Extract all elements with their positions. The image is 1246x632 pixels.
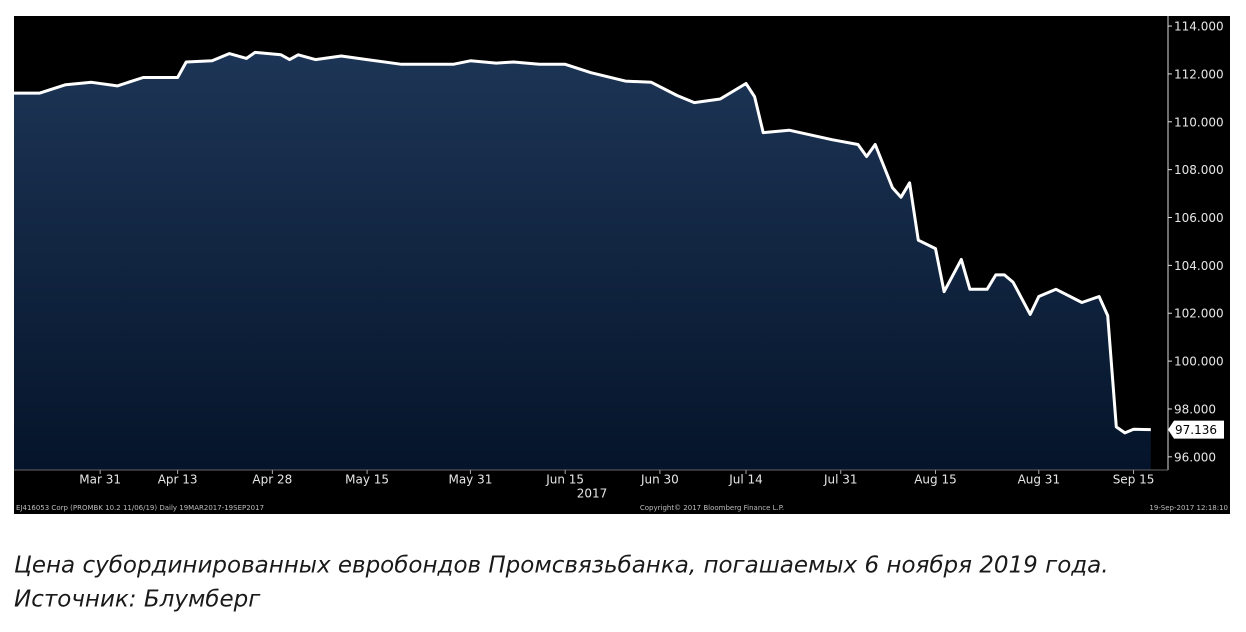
x-tick-label: Apr 28 xyxy=(252,473,292,487)
x-tick-label: Aug 15 xyxy=(914,473,957,487)
x-tick-label: Aug 31 xyxy=(1018,473,1061,487)
y-tick-label: 100.000 xyxy=(1174,355,1224,369)
footer-right: 19-Sep-2017 12:18:10 xyxy=(1149,504,1228,512)
last-value-box xyxy=(1168,420,1224,439)
x-axis-year: 2017 xyxy=(577,487,608,501)
y-tick-label: 102.000 xyxy=(1174,307,1224,321)
x-tick-label: Sep 15 xyxy=(1113,473,1155,487)
x-tick-label: Jul 31 xyxy=(823,473,858,487)
y-tick-label: 106.000 xyxy=(1174,211,1224,225)
caption: Цена субординированных евробондов Промсв… xyxy=(14,553,1109,579)
x-tick-label: May 31 xyxy=(448,473,492,487)
y-tick-label: 114.000 xyxy=(1174,20,1224,34)
caption: Источник: Блумберг xyxy=(14,587,261,613)
x-tick-label: May 15 xyxy=(345,473,389,487)
x-tick-label: Apr 13 xyxy=(158,473,198,487)
y-tick-label: 96.000 xyxy=(1174,450,1216,464)
footer-center: Copyright© 2017 Bloomberg Finance L.P. xyxy=(640,504,784,512)
x-tick-label: Jul 14 xyxy=(728,473,763,487)
x-tick-label: Jun 15 xyxy=(545,473,584,487)
y-tick-label: 98.000 xyxy=(1174,402,1216,416)
footer-left: EJ416053 Corp (PROMBK 10.2 11/06/19) Dai… xyxy=(16,504,264,512)
y-tick-label: 104.000 xyxy=(1174,259,1224,273)
x-tick-label: Mar 31 xyxy=(79,473,121,487)
line xyxy=(14,50,1151,435)
last-value-label: 97.136 xyxy=(1175,423,1217,437)
y-tick-label: 112.000 xyxy=(1174,67,1224,81)
y-tick-label: 108.000 xyxy=(1174,163,1224,177)
y-tick-label: 110.000 xyxy=(1174,115,1224,129)
x-tick-label: Jun 30 xyxy=(640,473,679,487)
